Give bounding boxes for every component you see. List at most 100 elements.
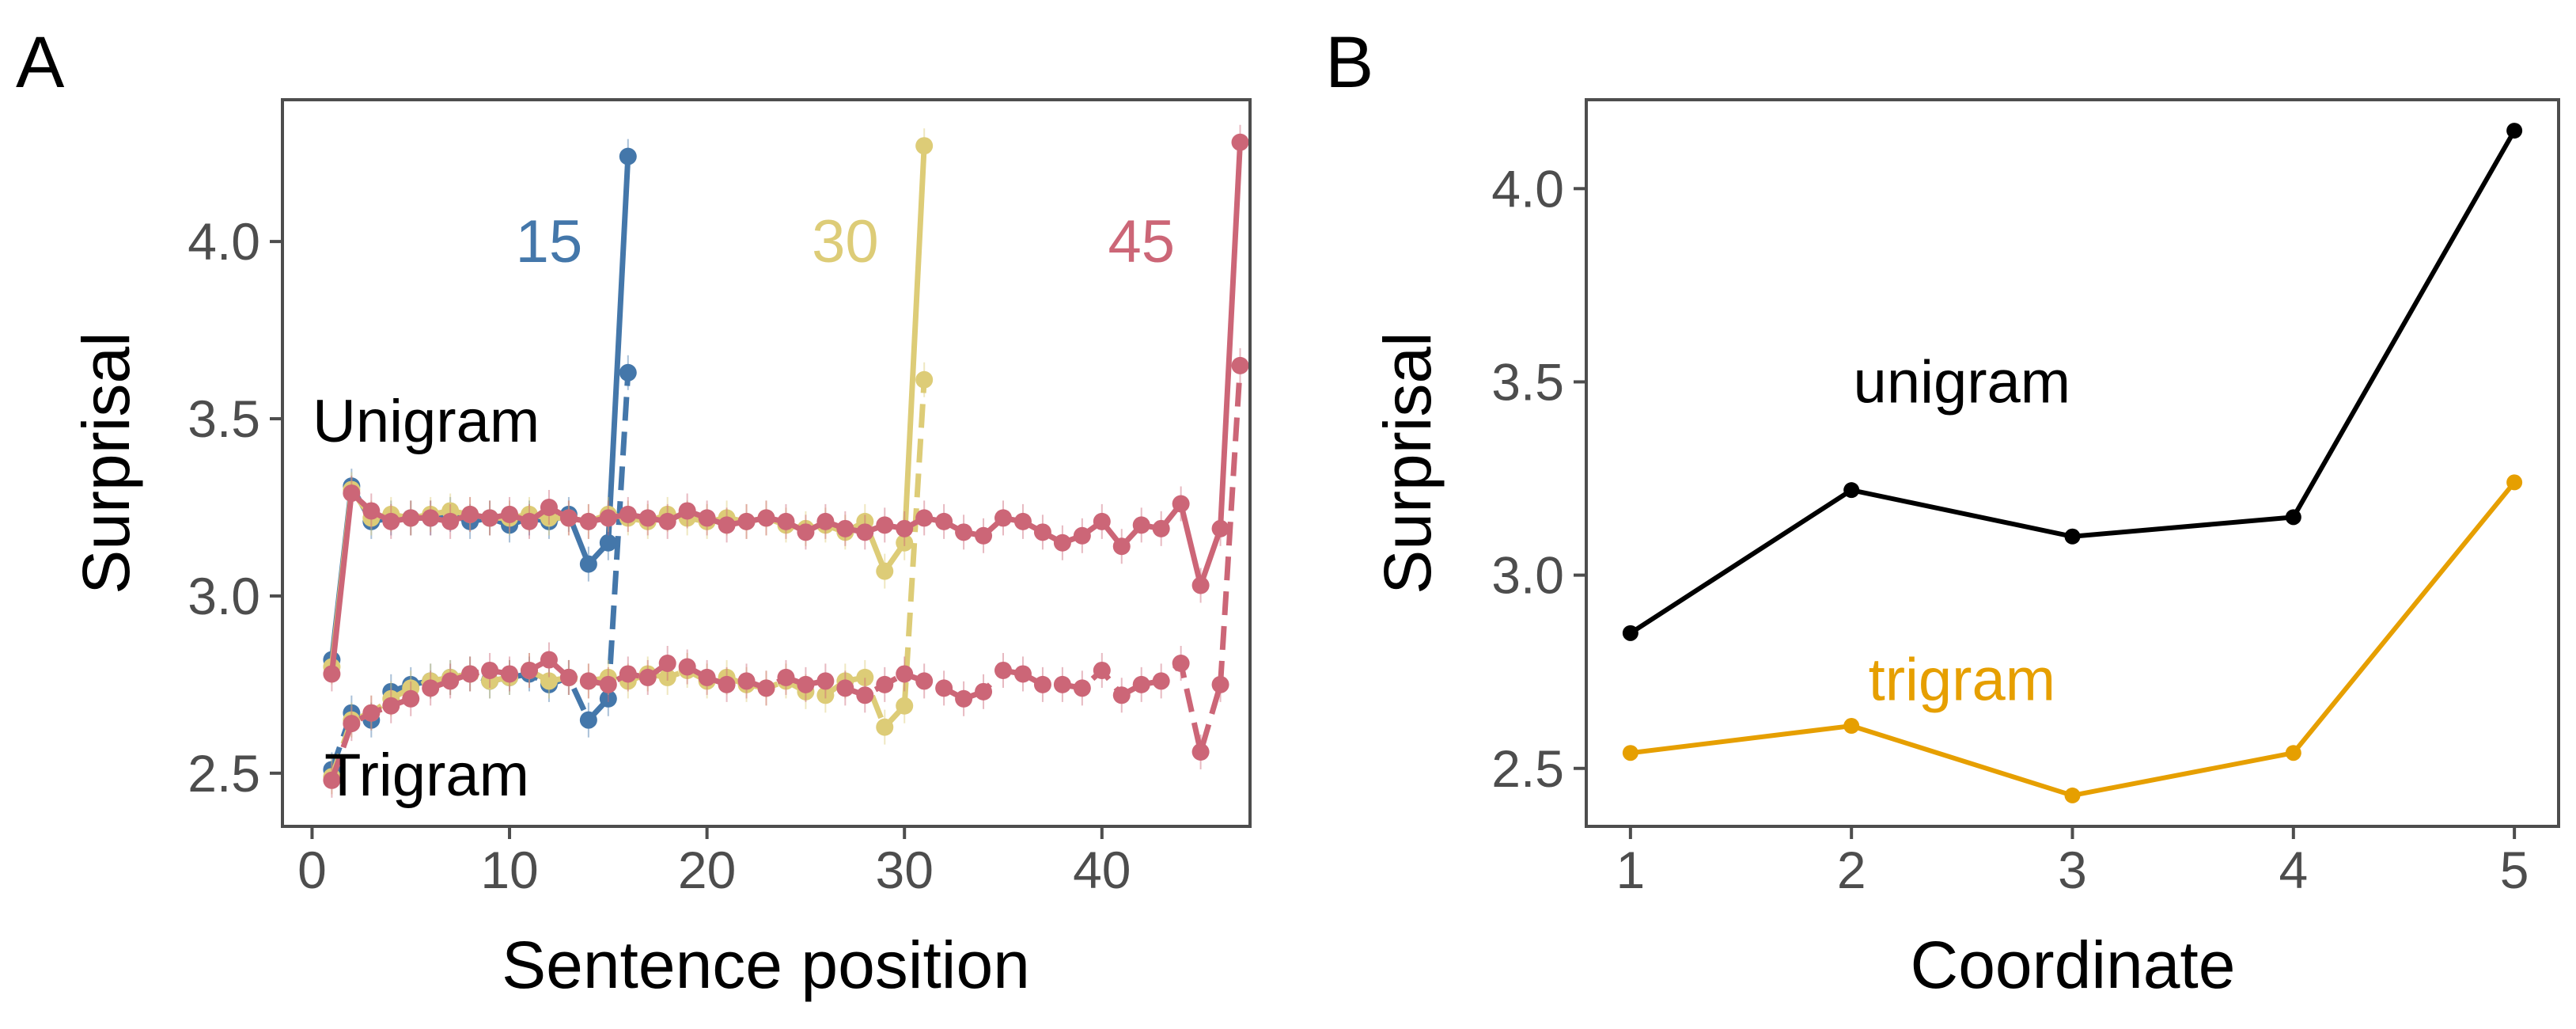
point-unigram-45 bbox=[737, 512, 756, 530]
point-unigram-45 bbox=[718, 516, 736, 534]
point-unigram-45 bbox=[1013, 512, 1032, 530]
point-unigram bbox=[1843, 482, 1860, 499]
panel-a-plot-area: 15 30 45 Unigram Trigram bbox=[313, 124, 1249, 809]
series-label-unigram: unigram bbox=[1854, 348, 2071, 416]
panel-b-frame bbox=[1585, 98, 2560, 828]
panel-a-y-axis-title: Surprisal bbox=[69, 332, 143, 594]
point-unigram-45 bbox=[955, 523, 973, 541]
series-unigram bbox=[1622, 123, 2523, 641]
point-unigram-45 bbox=[797, 523, 815, 541]
point-trigram-30 bbox=[915, 370, 934, 389]
point-trigram-30 bbox=[856, 668, 874, 686]
panel-a-x-tick-label: 40 bbox=[1073, 841, 1131, 899]
series-45 bbox=[323, 124, 1249, 798]
series-label-15: 15 bbox=[516, 208, 583, 275]
point-unigram-45 bbox=[402, 509, 420, 527]
panel-b-x-tick-label: 4 bbox=[2279, 841, 2308, 899]
point-unigram-45 bbox=[1191, 576, 1210, 594]
point-trigram-45 bbox=[501, 665, 519, 683]
point-trigram-45 bbox=[915, 672, 934, 690]
point-trigram-45 bbox=[1013, 665, 1032, 683]
point-trigram-45 bbox=[935, 679, 953, 697]
point-trigram-45 bbox=[1073, 679, 1091, 697]
point-unigram-45 bbox=[540, 498, 558, 516]
point-trigram-45 bbox=[975, 682, 993, 701]
point-unigram-45 bbox=[658, 512, 676, 530]
point-trigram-30 bbox=[658, 668, 676, 686]
panel-a-frame bbox=[281, 98, 1252, 828]
series-trigram bbox=[1622, 474, 2523, 803]
point-trigram-45 bbox=[797, 675, 815, 693]
panel-b-x-tick-label: 5 bbox=[2500, 841, 2529, 899]
point-unigram-45 bbox=[343, 484, 361, 503]
panel-a-x-tick-label: 0 bbox=[297, 841, 327, 899]
point-trigram-45 bbox=[856, 686, 874, 704]
panel-a-ticks: 0 10 20 30 40 2.5 3.0 3.5 4.0 bbox=[188, 212, 1131, 899]
point-trigram bbox=[2064, 787, 2081, 803]
point-trigram-45 bbox=[1152, 672, 1170, 690]
point-trigram-45 bbox=[876, 675, 894, 693]
point-trigram-30 bbox=[816, 686, 835, 704]
point-trigram-45 bbox=[777, 668, 795, 686]
series-15 bbox=[323, 139, 637, 788]
panel-a-y-tick-label: 4.0 bbox=[188, 212, 260, 271]
panel-b-y-tick-label: 2.5 bbox=[1491, 739, 1564, 798]
point-trigram-15 bbox=[599, 689, 617, 708]
panel-a-label: A bbox=[16, 22, 65, 103]
point-trigram bbox=[1843, 718, 1860, 735]
point-unigram-15 bbox=[579, 555, 597, 573]
point-trigram-45 bbox=[737, 672, 756, 690]
line-unigram-45 bbox=[328, 490, 1223, 674]
panel-b-label: B bbox=[1325, 22, 1373, 103]
point-unigram bbox=[2285, 509, 2301, 526]
point-trigram-45 bbox=[362, 704, 381, 722]
panel-b-y-tick-label: 3.5 bbox=[1491, 352, 1564, 411]
point-trigram-45 bbox=[1053, 675, 1071, 693]
point-unigram-45 bbox=[501, 505, 519, 523]
point-trigram-15 bbox=[619, 363, 637, 382]
point-trigram-45 bbox=[402, 689, 420, 708]
point-unigram-45 bbox=[816, 512, 835, 530]
point-trigram-45 bbox=[1231, 356, 1249, 374]
point-trigram-45 bbox=[481, 661, 499, 679]
point-unigram bbox=[1622, 625, 1638, 641]
point-trigram-45 bbox=[540, 651, 558, 669]
line-end-trigram-45 bbox=[1218, 365, 1244, 685]
panel-b-y-tick-label: 3.0 bbox=[1491, 546, 1564, 605]
point-unigram-45 bbox=[422, 509, 440, 527]
point-unigram-45 bbox=[441, 512, 460, 530]
point-trigram-45 bbox=[422, 679, 440, 697]
panel-b-plot-area: unigram trigram bbox=[1622, 123, 2523, 803]
point-trigram-45 bbox=[638, 668, 657, 686]
point-trigram-45 bbox=[896, 665, 914, 683]
point-trigram-30 bbox=[896, 697, 914, 715]
point-unigram-45 bbox=[520, 512, 538, 530]
point-unigram-45 bbox=[975, 526, 993, 545]
point-trigram-45 bbox=[579, 672, 597, 690]
panel-b-y-axis-title: Surprisal bbox=[1370, 332, 1445, 594]
point-unigram-45 bbox=[896, 519, 914, 537]
point-unigram-45 bbox=[323, 665, 341, 683]
panel-b-x-tick-label: 3 bbox=[2058, 841, 2087, 899]
point-unigram-45 bbox=[559, 509, 578, 527]
line-end-unigram-15 bbox=[605, 156, 631, 543]
point-trigram-45 bbox=[520, 661, 538, 679]
point-unigram-45 bbox=[777, 512, 795, 530]
point-trigram-30 bbox=[540, 672, 558, 690]
point-trigram bbox=[2285, 745, 2301, 761]
panel-b-x-tick-label: 1 bbox=[1616, 841, 1646, 899]
point-unigram-45 bbox=[481, 509, 499, 527]
point-trigram-45 bbox=[1093, 661, 1111, 679]
line-unigram bbox=[1629, 129, 2517, 636]
point-trigram-45 bbox=[1132, 675, 1150, 693]
point-trigram-45 bbox=[718, 675, 736, 693]
point-unigram-45 bbox=[994, 509, 1013, 527]
line-end-unigram-45 bbox=[1218, 142, 1244, 530]
point-unigram-45 bbox=[362, 502, 381, 520]
point-trigram-45 bbox=[323, 771, 341, 789]
line-end-unigram-30 bbox=[901, 146, 927, 543]
point-unigram bbox=[2064, 528, 2081, 545]
panel-a-y-tick-label: 3.5 bbox=[188, 389, 260, 448]
point-unigram-45 bbox=[1093, 512, 1111, 530]
